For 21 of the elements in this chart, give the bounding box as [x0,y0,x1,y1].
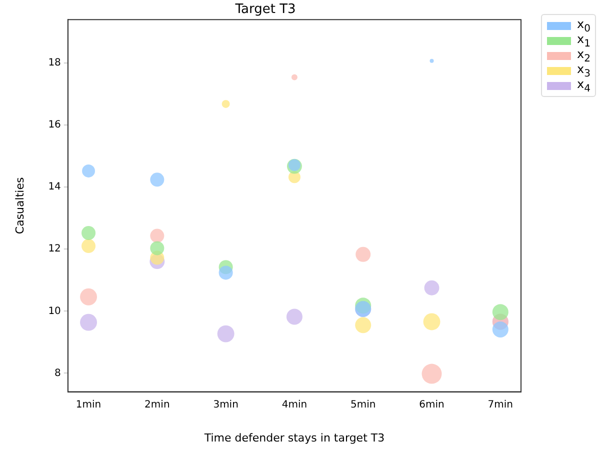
legend-label: x$_{0}$ [577,16,590,34]
legend-label: x$_{1}$ [577,32,590,50]
y-tick-label: 16 [48,120,61,131]
legend-label: x$_{4}$ [577,76,590,94]
y-tick-label: 10 [48,306,61,317]
x-tick-label: 2min [144,399,170,410]
x-tick-label: 4min [282,399,308,410]
y-tick-label: 18 [48,58,61,69]
y-tick-label: 8 [54,368,61,379]
x-tick-label: 7min [488,399,514,410]
legend-label: x$_{2}$ [577,46,590,64]
x-tick-label: 6min [419,399,444,410]
x-tick-label: 1min [76,399,102,410]
x-tick-label: 5min [350,399,376,410]
y-tick-label: 14 [48,182,61,193]
y-axis-title: Casualties [13,177,26,234]
y-tick-label: 12 [48,244,61,255]
chart-title: Target T3 [234,2,296,18]
x-tick-label: 3min [213,399,238,410]
legend-label: x$_{3}$ [577,62,590,80]
x-axis-title: Time defender stays in target T3 [203,431,385,444]
